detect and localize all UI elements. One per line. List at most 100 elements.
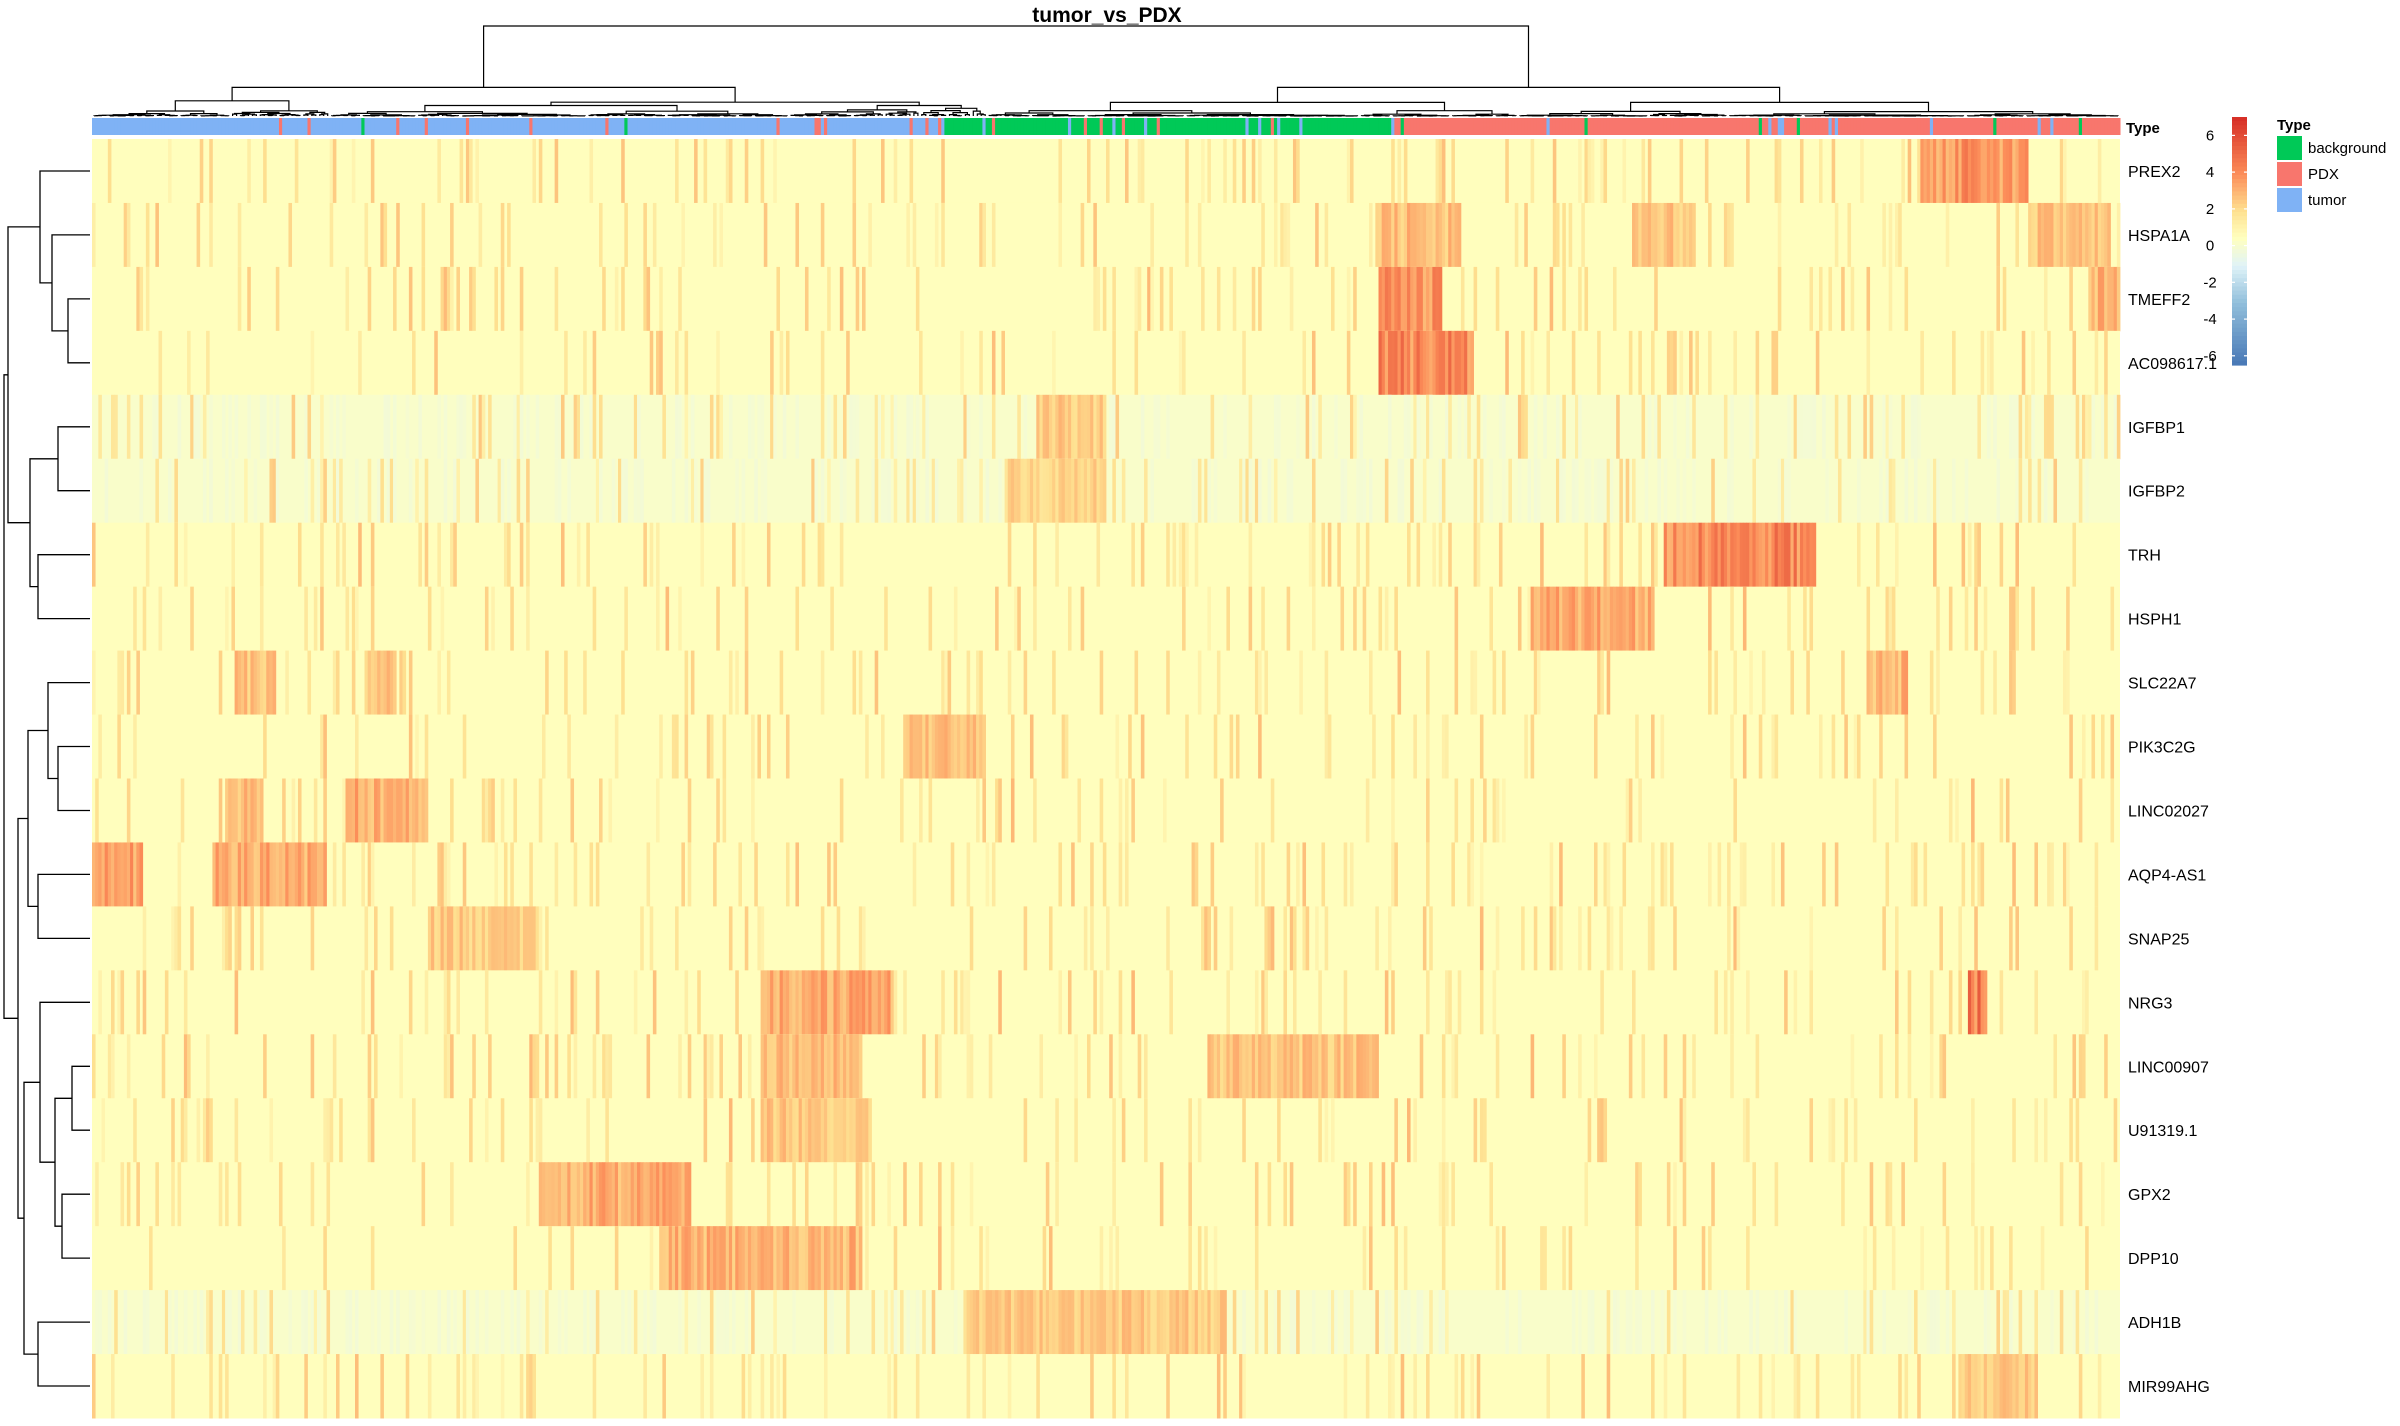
row-dendrogram-branch bbox=[72, 1066, 90, 1130]
heatmap-cell-HSPA1A bbox=[2091, 203, 2095, 267]
heatmap-cell-TMEFF2 bbox=[409, 267, 413, 331]
heatmap-cell-LINC00907 bbox=[555, 1034, 559, 1098]
heatmap-cell-IGFBP1 bbox=[1756, 395, 1760, 459]
heatmap-cell-TRH bbox=[1407, 523, 1411, 587]
annotation-cell-tumor bbox=[368, 118, 372, 135]
heatmap-cell-AQP4-AS1 bbox=[2095, 842, 2099, 906]
heatmap-cell-HSPA1A bbox=[1426, 203, 1430, 267]
heatmap-cell-IGFBP1 bbox=[1889, 395, 1893, 459]
heatmap-cell-PREX2 bbox=[1927, 139, 1931, 203]
heatmap-cell-PREX2 bbox=[1965, 139, 1969, 203]
heatmap-cell-GPX2 bbox=[609, 1162, 613, 1226]
heatmap-cell-HSPA1A bbox=[396, 203, 400, 267]
heatmap-cell-LINC00907 bbox=[1144, 1034, 1148, 1098]
heatmap-cell-IGFBP2 bbox=[1077, 459, 1081, 523]
heatmap-cell-TMEFF2 bbox=[776, 267, 780, 331]
color-scale-segment bbox=[2232, 129, 2247, 134]
heatmap-cell-TMEFF2 bbox=[520, 267, 524, 331]
annotation-cell-tumor bbox=[558, 118, 562, 135]
heatmap-cell-HSPA1A bbox=[384, 203, 388, 267]
heatmap-cell-ADH1B bbox=[986, 1290, 990, 1354]
heatmap-cell-LINC02027 bbox=[247, 779, 251, 843]
heatmap-cell-DPP10 bbox=[894, 1226, 898, 1290]
heatmap-cell-IGFBP1 bbox=[580, 395, 584, 459]
heatmap-cell-SLC22A7 bbox=[1258, 651, 1262, 715]
annotation-cell-tumor bbox=[231, 118, 235, 135]
heatmap-cell-LINC00907 bbox=[1451, 1034, 1455, 1098]
heatmap-cell-IGFBP2 bbox=[1081, 459, 1085, 523]
heatmap-cell-GPX2 bbox=[1268, 1162, 1272, 1226]
annotation-cell-background bbox=[1192, 118, 1196, 135]
heatmap-cell-SLC22A7 bbox=[136, 651, 140, 715]
heatmap-cell-LINC02027 bbox=[409, 779, 413, 843]
annotation-cell-PDX bbox=[1756, 118, 1760, 135]
heatmap-cell-SLC22A7 bbox=[685, 651, 689, 715]
heatmap-cell-ADH1B bbox=[1749, 1290, 1753, 1354]
annotation-cell-PDX bbox=[1480, 118, 1484, 135]
heatmap-cell-IGFBP2 bbox=[1071, 459, 1075, 523]
heatmap-cell-PREX2 bbox=[460, 139, 464, 203]
color-scale-segment bbox=[2232, 286, 2247, 291]
heatmap-cell-IGFBP1 bbox=[881, 395, 885, 459]
heatmap-cell-LINC00907 bbox=[811, 1034, 815, 1098]
annotation-cell-tumor bbox=[228, 118, 232, 135]
annotation-cell-tumor bbox=[314, 118, 318, 135]
heatmap-cell-ADH1B bbox=[1128, 1290, 1132, 1354]
heatmap-cell-IGFBP1 bbox=[140, 395, 144, 459]
annotation-cell-background bbox=[1138, 118, 1142, 135]
heatmap-cell-HSPH1 bbox=[428, 587, 432, 651]
heatmap-cell-TRH bbox=[1705, 523, 1709, 587]
heatmap-cell-LINC00907 bbox=[1074, 1034, 1078, 1098]
annotation-cell-background bbox=[1334, 118, 1338, 135]
heatmap-cell-TMEFF2 bbox=[1534, 267, 1538, 331]
heatmap-cell-SLC22A7 bbox=[384, 651, 388, 715]
heatmap-cell-NRG3 bbox=[894, 970, 898, 1034]
heatmap-cell-LINC00907 bbox=[970, 1034, 974, 1098]
heatmap-cell-ADH1B bbox=[1756, 1290, 1760, 1354]
annotation-cell-tumor bbox=[586, 118, 590, 135]
heatmap-cell-ADH1B bbox=[792, 1290, 796, 1354]
heatmap-cell-TMEFF2 bbox=[1474, 267, 1478, 331]
annotation-cell-PDX bbox=[1512, 118, 1516, 135]
heatmap-cell-SLC22A7 bbox=[336, 651, 340, 715]
heatmap-cell-NRG3 bbox=[1949, 970, 1953, 1034]
heatmap-cell-LINC00907 bbox=[719, 1034, 723, 1098]
heatmap-cell-SNAP25 bbox=[1325, 906, 1329, 970]
heatmap-cell-LINC00907 bbox=[1223, 1034, 1227, 1098]
heatmap-cell-GPX2 bbox=[1683, 1162, 1687, 1226]
heatmap-cell-MIR99AHG bbox=[2025, 1354, 2029, 1418]
heatmap-cell-U91319.1 bbox=[1318, 1098, 1322, 1162]
annotation-cell-PDX bbox=[2015, 118, 2019, 135]
heatmap-cell-DPP10 bbox=[732, 1226, 736, 1290]
heatmap-cell-ADH1B bbox=[545, 1290, 549, 1354]
heatmap-cell-LINC00907 bbox=[767, 1034, 771, 1098]
heatmap-cell-TMEFF2 bbox=[238, 267, 242, 331]
annotation-cell-tumor bbox=[751, 118, 755, 135]
annotation-cell-tumor bbox=[155, 118, 159, 135]
annotation-cell-tumor bbox=[700, 118, 704, 135]
annotation-cell-tumor bbox=[821, 118, 825, 135]
heatmap-cell-LINC02027 bbox=[1470, 779, 1474, 843]
heatmap-cell-HSPA1A bbox=[2095, 203, 2099, 267]
color-scale-segment bbox=[2232, 258, 2247, 263]
heatmap-cell-NRG3 bbox=[1794, 970, 1798, 1034]
heatmap-cell-LINC00907 bbox=[821, 1034, 825, 1098]
annotation-cell-tumor bbox=[856, 118, 860, 135]
annotation-cell-tumor bbox=[704, 118, 708, 135]
heatmap-cell-GPX2 bbox=[279, 1162, 283, 1226]
heatmap-cell-TRH bbox=[1131, 523, 1135, 587]
heatmap-cell-PIK3C2G bbox=[1011, 715, 1015, 779]
heatmap-cell-NRG3 bbox=[868, 970, 872, 1034]
annotation-cell-background bbox=[1046, 118, 1050, 135]
heatmap-cell-IGFBP2 bbox=[1676, 459, 1680, 523]
heatmap-cell-ADH1B bbox=[1290, 1290, 1294, 1354]
annotation-cell-tumor bbox=[669, 118, 673, 135]
heatmap-cell-SNAP25 bbox=[1553, 906, 1557, 970]
annotation-cell-tumor bbox=[390, 118, 394, 135]
heatmap-cell-SLC22A7 bbox=[853, 651, 857, 715]
heatmap-cell-SLC22A7 bbox=[121, 651, 125, 715]
heatmap-cell-HSPA1A bbox=[2072, 203, 2076, 267]
heatmap-cell-TMEFF2 bbox=[2114, 267, 2118, 331]
heatmap-cell-LINC00907 bbox=[748, 1034, 752, 1098]
heatmap-cell-SNAP25 bbox=[1607, 906, 1611, 970]
